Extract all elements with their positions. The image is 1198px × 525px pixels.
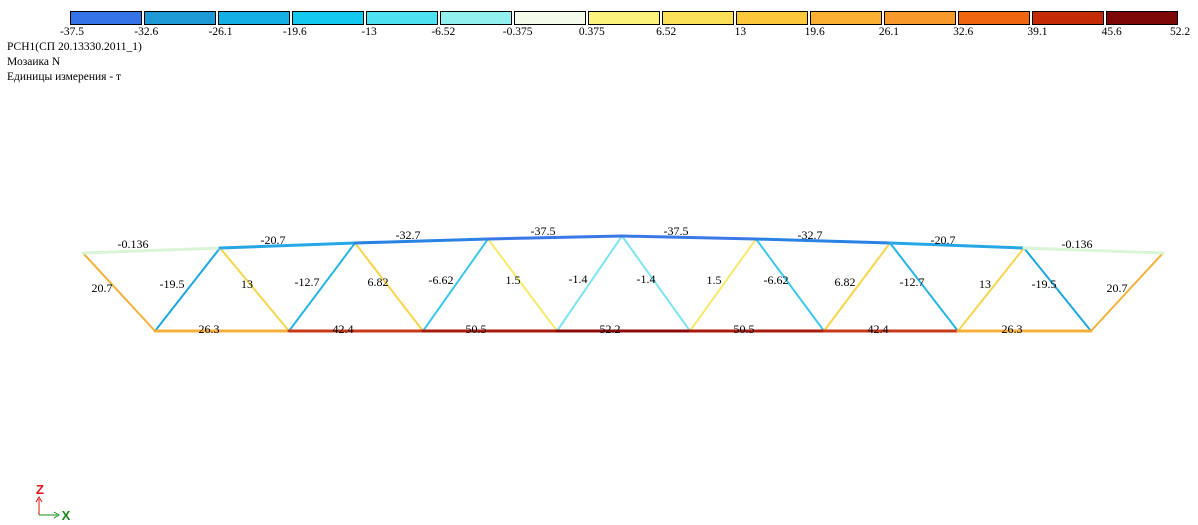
axis-triad-icon: Z X — [30, 482, 90, 522]
end-post-force-label: 20.7 — [92, 281, 113, 295]
diagonal-member — [958, 248, 1024, 331]
bottom-chord-force-label: 26.3 — [1002, 322, 1023, 336]
diagonal-member — [690, 239, 756, 331]
top-chord-member — [220, 243, 355, 248]
diagonal-force-label: 13 — [241, 277, 253, 291]
diagonal-member — [557, 236, 622, 331]
bottom-chord-force-label: 42.4 — [868, 322, 889, 336]
diagonal-force-label: 6.82 — [368, 275, 389, 289]
diagonal-force-label: -1.4 — [569, 272, 588, 286]
z-axis-label: Z — [36, 482, 44, 497]
diagonal-member — [220, 248, 289, 331]
top-chord-member — [355, 239, 488, 243]
bottom-chord-force-label: 50.5 — [734, 322, 755, 336]
top-chord-force-label: -20.7 — [931, 233, 956, 247]
top-chord-member — [622, 236, 756, 239]
bottom-chord-force-label: 42.4 — [333, 322, 354, 336]
diagonal-force-label: -6.62 — [764, 273, 789, 287]
top-chord-force-label: -0.136 — [118, 237, 149, 251]
top-chord-member — [1024, 248, 1163, 253]
diagonal-force-label: -19.5 — [1032, 277, 1057, 291]
top-chord-member — [756, 239, 890, 243]
top-chord-force-label: -37.5 — [531, 224, 556, 238]
diagonal-member — [488, 239, 557, 331]
diagonal-force-label: -6.62 — [429, 273, 454, 287]
diagonal-force-label: -1.4 — [637, 272, 656, 286]
diagonal-force-label: 13 — [979, 277, 991, 291]
top-chord-force-label: -20.7 — [261, 233, 286, 247]
diagonal-member — [355, 243, 423, 331]
top-chord-force-label: -32.7 — [798, 228, 823, 242]
end-post-force-label: 20.7 — [1107, 281, 1128, 295]
bottom-chord-force-label: 26.3 — [199, 322, 220, 336]
diagonal-force-label: -12.7 — [900, 275, 925, 289]
top-chord-member — [83, 248, 220, 253]
top-chord-force-label: -37.5 — [664, 224, 689, 238]
x-axis-label: X — [62, 508, 71, 522]
diagonal-force-label: 1.5 — [506, 273, 521, 287]
top-chord-force-label: -0.136 — [1062, 237, 1093, 251]
diagonal-force-label: -12.7 — [295, 275, 320, 289]
diagonal-member — [622, 236, 690, 331]
top-chord-force-label: -32.7 — [396, 228, 421, 242]
bottom-chord-force-label: 52.2 — [600, 322, 621, 336]
diagonal-force-label: -19.5 — [160, 277, 185, 291]
bottom-chord-force-label: 50.5 — [466, 322, 487, 336]
top-chord-member — [890, 243, 1024, 248]
diagonal-force-label: 1.5 — [707, 273, 722, 287]
diagonal-force-label: 6.82 — [835, 275, 856, 289]
